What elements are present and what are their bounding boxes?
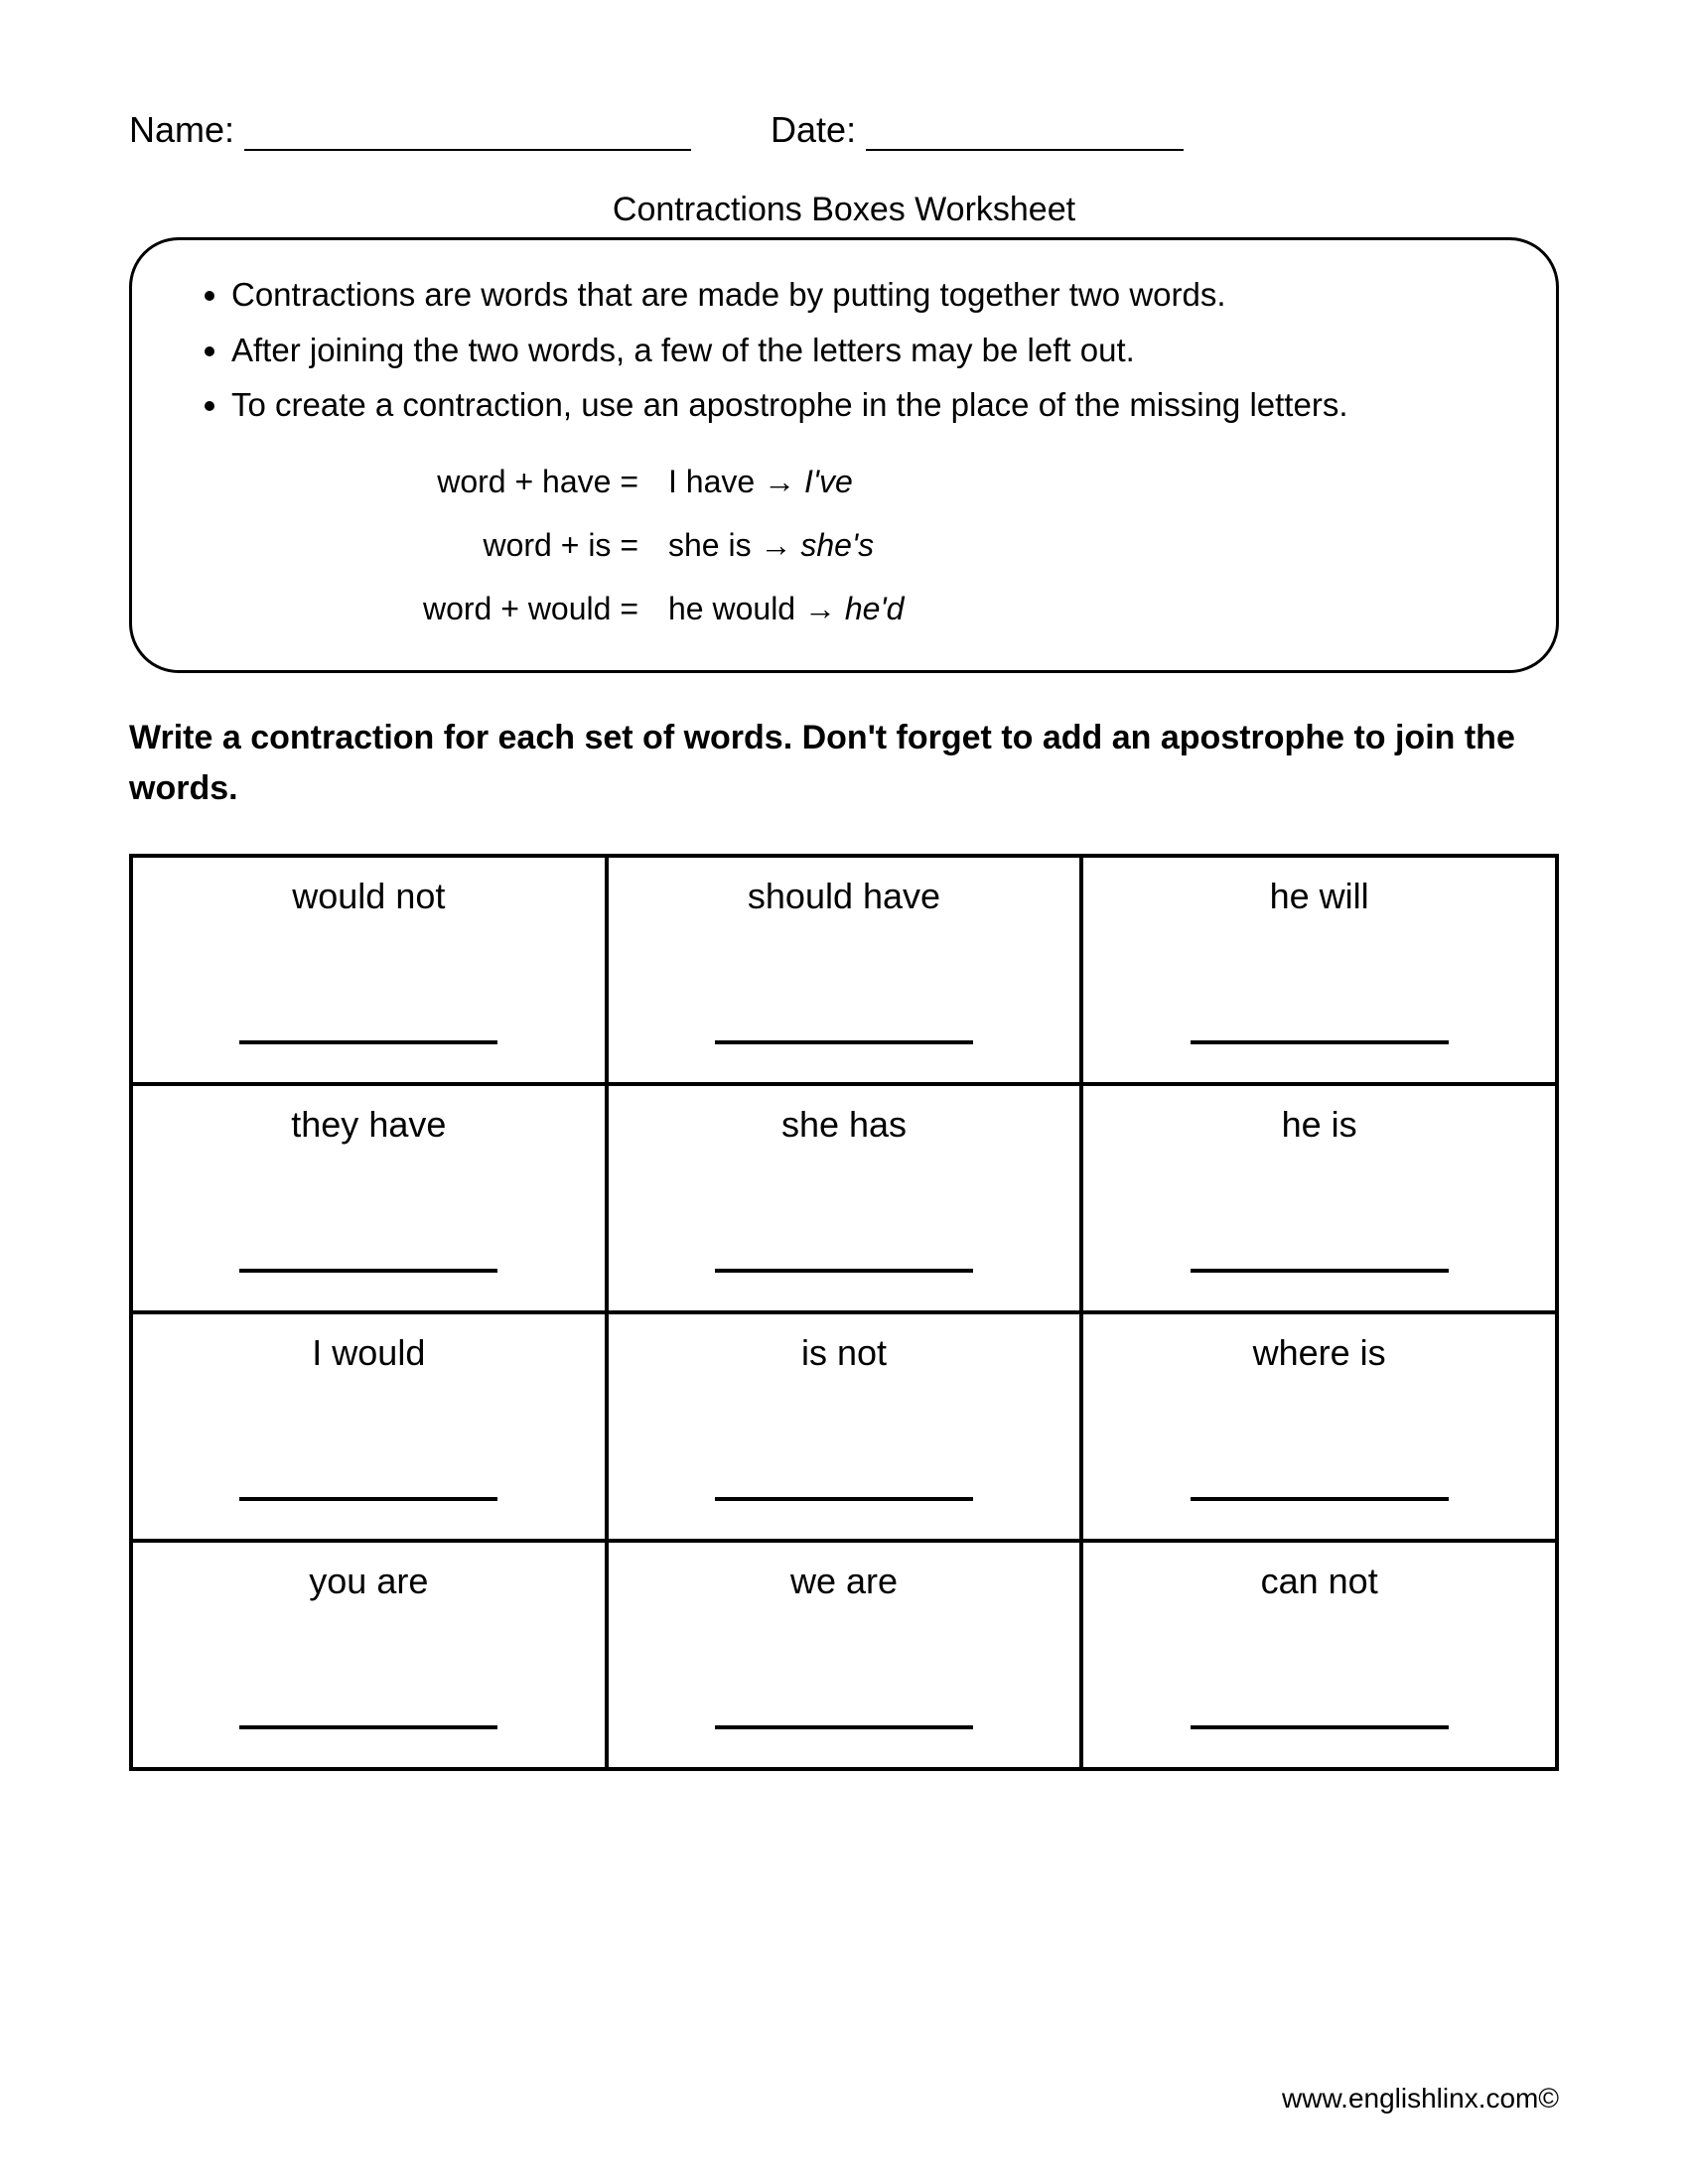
- example-pattern: word + have =: [182, 450, 668, 513]
- answer-line[interactable]: [239, 1725, 497, 1729]
- answer-line[interactable]: [715, 1269, 973, 1273]
- answer-line[interactable]: [239, 1040, 497, 1044]
- cell-phrase: he is: [1084, 1104, 1554, 1146]
- info-bullet: To create a contraction, use an apostrop…: [231, 380, 1506, 430]
- info-box: Contractions are words that are made by …: [129, 237, 1559, 673]
- answer-line[interactable]: [239, 1269, 497, 1273]
- grid-cell: he is: [1081, 1084, 1557, 1312]
- grid-cell: I would: [131, 1312, 607, 1541]
- example-result: she is → she's: [668, 513, 1506, 577]
- cell-phrase: you are: [134, 1561, 604, 1602]
- answer-line[interactable]: [715, 1497, 973, 1501]
- grid-cell: can not: [1081, 1541, 1557, 1769]
- worksheet-title: Contractions Boxes Worksheet: [129, 191, 1559, 229]
- info-bullet: After joining the two words, a few of th…: [231, 326, 1506, 375]
- grid-cell: we are: [607, 1541, 1082, 1769]
- table-row: I wouldis notwhere is: [131, 1312, 1557, 1541]
- grid-cell: they have: [131, 1084, 607, 1312]
- grid-cell: you are: [131, 1541, 607, 1769]
- grid-cell: is not: [607, 1312, 1082, 1541]
- grid-cell: would not: [131, 856, 607, 1084]
- cell-phrase: should have: [610, 876, 1079, 917]
- answer-line[interactable]: [1191, 1269, 1449, 1273]
- name-label: Name:: [129, 109, 234, 151]
- date-input-line[interactable]: [866, 117, 1184, 151]
- contractions-grid: would notshould havehe willthey haveshe …: [129, 854, 1559, 1771]
- grid-cell: where is: [1081, 1312, 1557, 1541]
- example-pattern: word + is =: [182, 513, 668, 577]
- date-label: Date:: [771, 109, 856, 151]
- answer-line[interactable]: [715, 1040, 973, 1044]
- example-result: I have → I've: [668, 450, 1506, 513]
- cell-phrase: can not: [1084, 1561, 1554, 1602]
- cell-phrase: is not: [610, 1332, 1079, 1374]
- example-row: word + would =he would → he'd: [182, 577, 1506, 640]
- example-result: he would → he'd: [668, 577, 1506, 640]
- info-bullets: Contractions are words that are made by …: [182, 270, 1506, 430]
- grid-cell: he will: [1081, 856, 1557, 1084]
- instructions-text: Write a contraction for each set of word…: [129, 713, 1559, 814]
- cell-phrase: we are: [610, 1561, 1079, 1602]
- examples-block: word + have =I have → I'veword + is =she…: [182, 450, 1506, 640]
- grid-cell: should have: [607, 856, 1082, 1084]
- grid-cell: she has: [607, 1084, 1082, 1312]
- cell-phrase: he will: [1084, 876, 1554, 917]
- cell-phrase: they have: [134, 1104, 604, 1146]
- header-row: Name: Date:: [129, 109, 1559, 151]
- answer-line[interactable]: [1191, 1040, 1449, 1044]
- cell-phrase: would not: [134, 876, 604, 917]
- date-field: Date:: [771, 109, 1184, 151]
- example-row: word + have =I have → I've: [182, 450, 1506, 513]
- table-row: you arewe arecan not: [131, 1541, 1557, 1769]
- cell-phrase: she has: [610, 1104, 1079, 1146]
- cell-phrase: I would: [134, 1332, 604, 1374]
- answer-line[interactable]: [239, 1497, 497, 1501]
- worksheet-page: Name: Date: Contractions Boxes Worksheet…: [0, 0, 1688, 2184]
- footer-credit: www.englishlinx.com©: [1282, 2083, 1559, 2115]
- info-bullet: Contractions are words that are made by …: [231, 270, 1506, 320]
- table-row: would notshould havehe will: [131, 856, 1557, 1084]
- cell-phrase: where is: [1084, 1332, 1554, 1374]
- name-input-line[interactable]: [244, 117, 691, 151]
- name-field: Name:: [129, 109, 691, 151]
- answer-line[interactable]: [1191, 1497, 1449, 1501]
- answer-line[interactable]: [1191, 1725, 1449, 1729]
- example-row: word + is =she is → she's: [182, 513, 1506, 577]
- example-pattern: word + would =: [182, 577, 668, 640]
- answer-line[interactable]: [715, 1725, 973, 1729]
- table-row: they haveshe hashe is: [131, 1084, 1557, 1312]
